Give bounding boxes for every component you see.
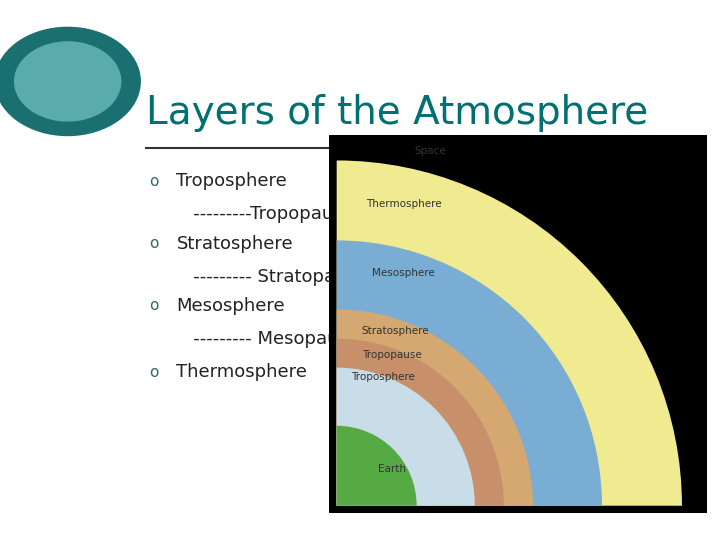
- Text: Thermosphere: Thermosphere: [366, 199, 442, 209]
- Wedge shape: [337, 160, 682, 506]
- Text: ---------Tropopause: ---------Tropopause: [176, 206, 354, 224]
- Text: Space: Space: [414, 146, 446, 157]
- Text: Earth: Earth: [378, 464, 406, 474]
- Text: Mesosphere: Mesosphere: [372, 268, 435, 278]
- Text: Mesosphere: Mesosphere: [176, 297, 285, 315]
- Text: --------- Mesopause: --------- Mesopause: [176, 330, 359, 348]
- Text: Tropopause: Tropopause: [362, 350, 422, 360]
- Text: --------- Stratopause: --------- Stratopause: [176, 268, 367, 286]
- Wedge shape: [337, 124, 719, 506]
- Wedge shape: [337, 240, 602, 506]
- Text: o: o: [150, 236, 159, 251]
- Text: Stratosphere: Stratosphere: [176, 234, 293, 253]
- Text: Thermosphere: Thermosphere: [176, 363, 307, 381]
- Text: Troposphere: Troposphere: [176, 172, 287, 190]
- Wedge shape: [337, 426, 417, 506]
- Text: Stratosphere: Stratosphere: [361, 326, 429, 336]
- Text: o: o: [150, 365, 159, 380]
- Text: o: o: [150, 299, 159, 313]
- Wedge shape: [337, 368, 474, 506]
- Wedge shape: [337, 339, 504, 506]
- Text: Troposphere: Troposphere: [351, 372, 415, 382]
- Text: Layers of the Atmosphere: Layers of the Atmosphere: [145, 94, 648, 132]
- Circle shape: [0, 28, 140, 136]
- Circle shape: [14, 42, 121, 121]
- Text: o: o: [150, 174, 159, 188]
- Wedge shape: [337, 309, 533, 506]
